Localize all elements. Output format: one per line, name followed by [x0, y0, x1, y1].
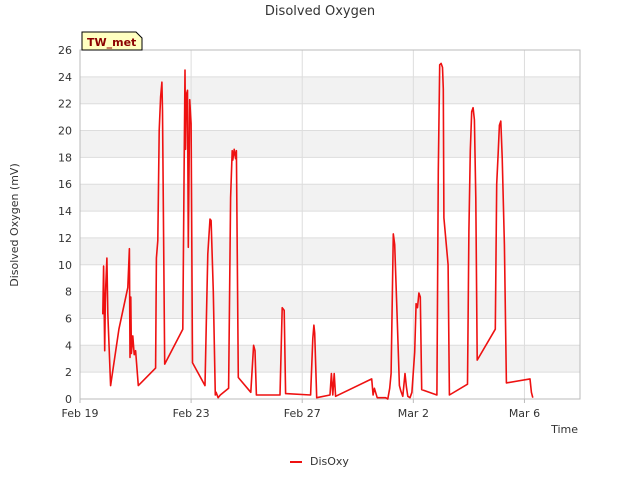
- badge-label: TW_met: [87, 36, 136, 49]
- plot-band: [80, 76, 580, 104]
- plot-frame: [79, 49, 581, 400]
- y-tick-label: 14: [58, 205, 72, 218]
- y-tick-label: 16: [58, 178, 72, 191]
- y-tick-label: 22: [58, 98, 72, 111]
- x-axis-ticks: Feb 19 Feb 23 Feb 27 Mar 2 Mar 6: [62, 399, 540, 420]
- x-tick-label: Feb 23: [173, 407, 210, 420]
- badge-shape: [81, 31, 143, 51]
- x-tick-label: Mar 2: [398, 407, 429, 420]
- y-tick-label: 4: [65, 339, 72, 352]
- x-tick-label: Feb 27: [284, 407, 321, 420]
- y-axis-label: Disolved Oxygen (mV): [8, 163, 21, 287]
- plot-band: [80, 130, 580, 158]
- series-layer: [102, 62, 534, 400]
- chart-title: Disolved Oxygen: [265, 4, 375, 19]
- y-tick-label: 18: [58, 151, 72, 164]
- x-axis-label: Time: [550, 423, 578, 436]
- legend-label-disoxy: DisOxy: [310, 455, 349, 468]
- series-line-disoxy: [102, 62, 534, 400]
- y-tick-label: 10: [58, 259, 72, 272]
- y-tick-label: 20: [58, 125, 72, 138]
- y-tick-label: 8: [65, 286, 72, 299]
- x-tick-label: Feb 19: [62, 407, 99, 420]
- y-tick-label: 0: [65, 393, 72, 406]
- legend: DisOxy: [290, 455, 349, 468]
- y-tick-label: 26: [58, 44, 72, 57]
- station-badge: TW_met: [81, 31, 143, 51]
- plot-band: [80, 184, 580, 212]
- y-tick-label: 24: [58, 71, 72, 84]
- y-tick-label: 2: [65, 366, 72, 379]
- y-tick-label: 12: [58, 232, 72, 245]
- y-tick-label: 6: [65, 312, 72, 325]
- x-tick-label: Mar 6: [509, 407, 540, 420]
- plot-band: [80, 345, 580, 373]
